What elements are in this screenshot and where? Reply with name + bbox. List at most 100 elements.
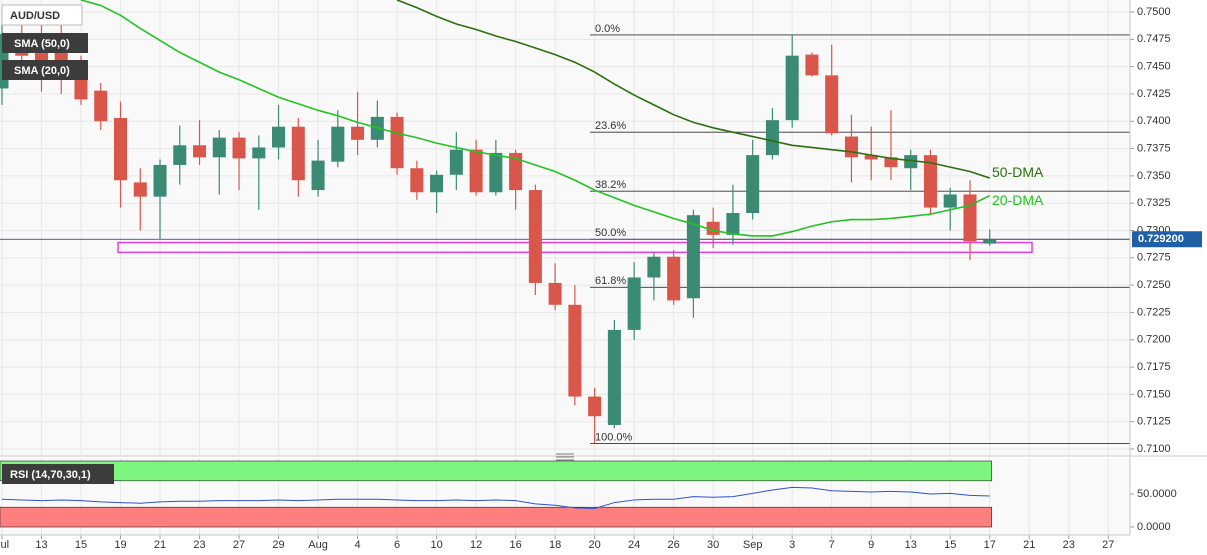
x-tick-label: Aug — [308, 539, 328, 551]
candle-body — [410, 168, 424, 193]
rsi-legend-box[interactable] — [2, 464, 114, 484]
y-tick-label: 0.7425 — [1137, 88, 1171, 100]
fib-label: 100.0% — [595, 431, 633, 443]
candle-body — [627, 277, 641, 330]
axes: Jul 13 15 19 21 23 27 29 Aug 4 6 10 12 16 18 20 24 26 30 Se… — [0, 6, 1202, 551]
x-tick-label: 6 — [394, 539, 400, 551]
line-annotation: 50-DMA — [992, 164, 1044, 180]
sma-line — [80, 0, 991, 237]
y-tick-label: 0.7125 — [1137, 416, 1171, 428]
y-tick-label: 0.7275 — [1137, 252, 1171, 264]
x-tick-label: 21 — [1023, 539, 1035, 551]
support-zone — [117, 241, 1033, 254]
y-tick-label: 0.7400 — [1137, 115, 1171, 127]
y-tick-label: 0.7200 — [1137, 334, 1171, 346]
y-tick-label: 0.0000 — [1137, 521, 1171, 533]
y-tick-label: 0.7475 — [1137, 33, 1171, 45]
x-tick-label: 19 — [114, 539, 126, 551]
y-tick-label: 0.7225 — [1137, 306, 1171, 318]
x-tick-label: Jul — [0, 539, 9, 551]
x-tick-label: 17 — [984, 539, 996, 551]
candle-body — [212, 137, 226, 158]
rsi-legend-label: RSI (14,70,30,1) — [10, 469, 91, 481]
legend-box[interactable] — [2, 33, 88, 53]
symbol-label: AUD/USD — [10, 10, 60, 22]
candle-body — [331, 126, 345, 162]
fib-label: 0.0% — [595, 23, 620, 35]
candle-body — [983, 239, 997, 244]
candle-body — [667, 256, 681, 301]
candle-body — [963, 194, 977, 242]
y-tick-label: 0.7175 — [1137, 361, 1171, 373]
x-tick-label: 20 — [589, 539, 601, 551]
x-tick-label: Sep — [743, 539, 763, 551]
candle-body — [291, 126, 305, 181]
y-tick-label: 0.7350 — [1137, 170, 1171, 182]
x-tick-label: 4 — [355, 539, 361, 551]
x-tick-label: 27 — [233, 539, 245, 551]
y-tick-label: 0.7325 — [1137, 197, 1171, 209]
legend-label: SMA (20,0) — [14, 65, 70, 77]
x-tick-label: 21 — [154, 539, 166, 551]
legend-box[interactable] — [2, 60, 88, 80]
rsi-plot — [0, 458, 1109, 535]
candle-body — [113, 117, 128, 181]
candle-body — [943, 194, 957, 208]
candle-body — [272, 126, 286, 148]
x-tick-label: 3 — [789, 539, 795, 551]
x-tick-label: 23 — [1063, 539, 1075, 551]
rsi-band — [0, 460, 993, 482]
x-tick-label: 9 — [868, 539, 874, 551]
candle-body — [825, 75, 839, 134]
x-tick-label: 18 — [549, 539, 561, 551]
x-tick-label: 26 — [668, 539, 680, 551]
candle-body — [449, 149, 463, 175]
x-tick-label: 23 — [193, 539, 205, 551]
candle-body — [430, 174, 444, 193]
x-tick-label: 15 — [75, 539, 87, 551]
main-plot-bg — [0, 0, 1130, 455]
candle-body — [726, 213, 740, 235]
line-annotation: 20-DMA — [992, 192, 1044, 208]
candle-body — [232, 137, 246, 159]
y-tick-label: 0.7450 — [1137, 61, 1171, 73]
x-tick-label: 29 — [272, 539, 284, 551]
y-tick-label: 0.7500 — [1137, 6, 1171, 18]
candle-body — [844, 136, 858, 158]
candle-body — [884, 157, 898, 168]
candle-body — [765, 120, 779, 156]
fib-label: 38.2% — [595, 179, 626, 191]
candle-body — [785, 55, 799, 121]
symbol-box[interactable] — [1, 4, 83, 26]
candle-body — [568, 304, 582, 397]
candle-body — [311, 160, 325, 191]
candle-body — [153, 164, 167, 197]
last-price-label: 0.729200 — [1138, 233, 1184, 245]
candle-body — [193, 145, 207, 158]
candle-body — [805, 54, 819, 76]
candle-body — [528, 190, 542, 283]
resize-handle[interactable] — [556, 453, 574, 461]
x-tick-label: 12 — [470, 539, 482, 551]
y-tick-label: 0.7375 — [1137, 142, 1171, 154]
y-tick-label: 0.7150 — [1137, 388, 1171, 400]
x-tick-label: 7 — [829, 539, 835, 551]
candle-body — [607, 329, 621, 425]
x-tick-label: 13 — [905, 539, 917, 551]
last-price-tag — [1132, 231, 1202, 248]
candle-body — [509, 152, 523, 191]
main-plot: 0.0% 23.6% 38.2% 50.0% 61.8% 100.0% — [0, 0, 1130, 455]
candle-body — [469, 149, 483, 193]
candle-body — [923, 155, 937, 208]
legend: AUD/USD RSI (14,70,30,1) SMA (50,0) SMA (… — [1, 4, 114, 484]
candle-body — [173, 145, 187, 165]
x-tick-label: 27 — [1102, 539, 1114, 551]
rsi-band — [0, 506, 993, 528]
y-tick-label: 0.7100 — [1137, 443, 1171, 455]
candle-body — [252, 147, 266, 159]
fib-label: 61.8% — [595, 275, 626, 287]
candle-body — [133, 182, 147, 197]
x-tick-label: 16 — [509, 539, 521, 551]
